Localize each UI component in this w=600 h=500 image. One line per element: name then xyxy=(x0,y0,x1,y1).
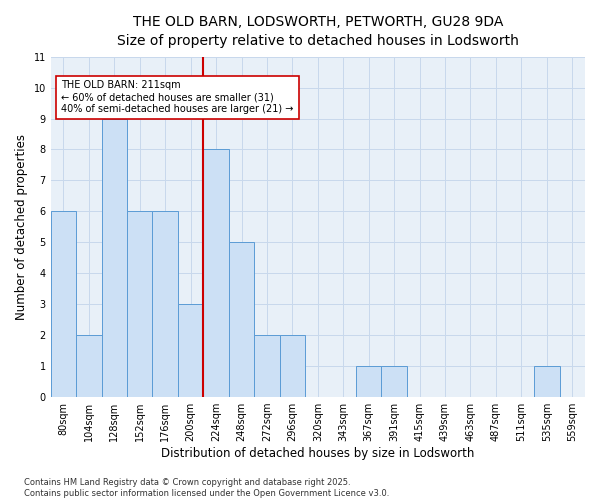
Bar xyxy=(382,366,407,397)
Bar xyxy=(229,242,254,397)
X-axis label: Distribution of detached houses by size in Lodsworth: Distribution of detached houses by size … xyxy=(161,447,475,460)
Bar xyxy=(127,212,152,397)
Bar xyxy=(356,366,382,397)
Title: THE OLD BARN, LODSWORTH, PETWORTH, GU28 9DA
Size of property relative to detache: THE OLD BARN, LODSWORTH, PETWORTH, GU28 … xyxy=(117,15,519,48)
Bar xyxy=(76,335,101,397)
Bar xyxy=(152,212,178,397)
Bar xyxy=(534,366,560,397)
Bar xyxy=(178,304,203,397)
Bar xyxy=(280,335,305,397)
Y-axis label: Number of detached properties: Number of detached properties xyxy=(15,134,28,320)
Text: Contains HM Land Registry data © Crown copyright and database right 2025.
Contai: Contains HM Land Registry data © Crown c… xyxy=(24,478,389,498)
Text: THE OLD BARN: 211sqm
← 60% of detached houses are smaller (31)
40% of semi-detac: THE OLD BARN: 211sqm ← 60% of detached h… xyxy=(61,80,294,114)
Bar xyxy=(101,118,127,397)
Bar xyxy=(203,150,229,397)
Bar xyxy=(50,212,76,397)
Bar xyxy=(254,335,280,397)
